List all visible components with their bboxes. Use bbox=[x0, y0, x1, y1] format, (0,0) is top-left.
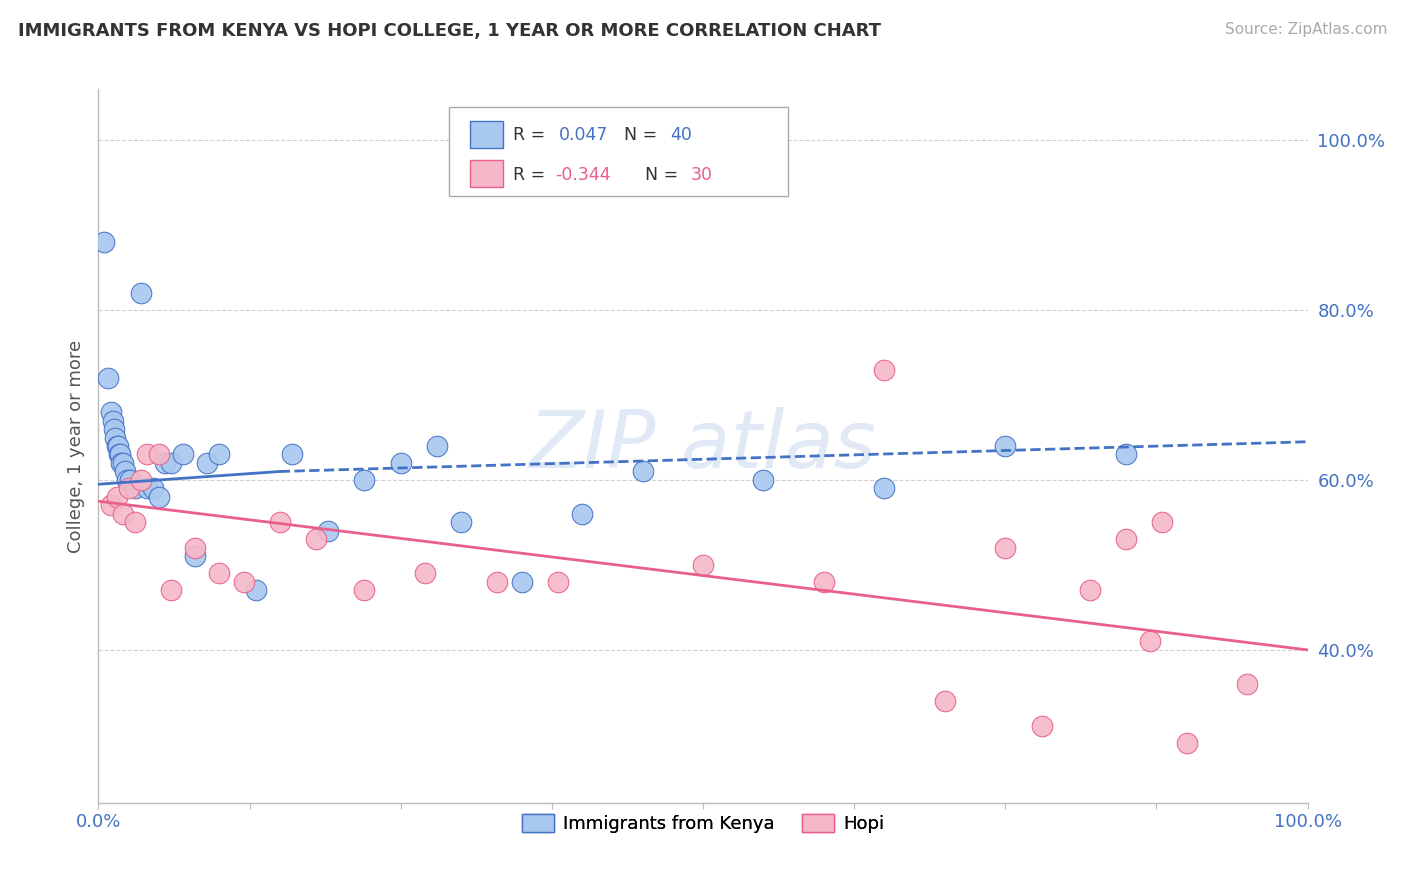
Point bbox=[353, 583, 375, 598]
Point bbox=[1031, 719, 1053, 733]
Point bbox=[153, 456, 176, 470]
Point bbox=[184, 541, 207, 555]
Point bbox=[101, 413, 124, 427]
Point bbox=[107, 439, 129, 453]
Point bbox=[873, 482, 896, 496]
Text: IMMIGRANTS FROM KENYA VS HOPI COLLEGE, 1 YEAR OR MORE CORRELATION CHART: IMMIGRANTS FROM KENYA VS HOPI COLLEGE, 1… bbox=[18, 22, 882, 40]
Point bbox=[129, 286, 152, 301]
Point bbox=[103, 422, 125, 436]
Point bbox=[148, 448, 170, 462]
Point bbox=[873, 362, 896, 376]
Point bbox=[692, 558, 714, 572]
Point bbox=[486, 574, 509, 589]
Text: R =: R = bbox=[513, 166, 551, 184]
FancyBboxPatch shape bbox=[470, 121, 503, 148]
Point bbox=[114, 465, 136, 479]
Point bbox=[124, 482, 146, 496]
Point bbox=[104, 430, 127, 444]
Point bbox=[353, 473, 375, 487]
Point bbox=[148, 490, 170, 504]
Point bbox=[426, 439, 449, 453]
Text: R =: R = bbox=[513, 127, 551, 145]
Text: 30: 30 bbox=[690, 166, 713, 184]
Point bbox=[1236, 677, 1258, 691]
Point bbox=[142, 482, 165, 496]
Point bbox=[160, 456, 183, 470]
Point bbox=[100, 499, 122, 513]
Point bbox=[994, 541, 1017, 555]
Y-axis label: College, 1 year or more: College, 1 year or more bbox=[66, 340, 84, 552]
FancyBboxPatch shape bbox=[449, 107, 787, 196]
Point bbox=[1175, 736, 1198, 750]
Point bbox=[571, 507, 593, 521]
Text: N =: N = bbox=[624, 127, 664, 145]
Point bbox=[105, 439, 128, 453]
Point bbox=[1115, 448, 1137, 462]
Point bbox=[547, 574, 569, 589]
Point bbox=[232, 574, 254, 589]
Point bbox=[100, 405, 122, 419]
Text: 40: 40 bbox=[671, 127, 692, 145]
Text: 0.047: 0.047 bbox=[560, 127, 609, 145]
Point bbox=[160, 583, 183, 598]
Point bbox=[118, 482, 141, 496]
Point bbox=[305, 533, 328, 547]
Point bbox=[105, 490, 128, 504]
Point bbox=[118, 473, 141, 487]
Point bbox=[1139, 634, 1161, 648]
Point bbox=[1115, 533, 1137, 547]
Text: -0.344: -0.344 bbox=[555, 166, 612, 184]
FancyBboxPatch shape bbox=[470, 161, 503, 187]
Point bbox=[1152, 516, 1174, 530]
Point bbox=[135, 448, 157, 462]
Point bbox=[184, 549, 207, 564]
Point bbox=[413, 566, 436, 581]
Point bbox=[631, 465, 654, 479]
Point bbox=[389, 456, 412, 470]
Point bbox=[208, 566, 231, 581]
Legend: Immigrants from Kenya, Hopi: Immigrants from Kenya, Hopi bbox=[515, 806, 891, 840]
Point bbox=[117, 473, 139, 487]
Text: ZIP atlas: ZIP atlas bbox=[529, 407, 877, 485]
Point bbox=[97, 371, 120, 385]
Point bbox=[245, 583, 267, 598]
Point bbox=[135, 482, 157, 496]
Point bbox=[172, 448, 194, 462]
Point bbox=[108, 448, 131, 462]
Point bbox=[1078, 583, 1101, 598]
Point bbox=[110, 456, 132, 470]
Point bbox=[111, 507, 134, 521]
Text: N =: N = bbox=[645, 166, 683, 184]
Point bbox=[195, 456, 218, 470]
Point bbox=[111, 456, 134, 470]
Point bbox=[994, 439, 1017, 453]
Point bbox=[752, 473, 775, 487]
Point bbox=[129, 473, 152, 487]
Point bbox=[208, 448, 231, 462]
Point bbox=[281, 448, 304, 462]
Point bbox=[316, 524, 339, 538]
Point bbox=[269, 516, 291, 530]
Point bbox=[450, 516, 472, 530]
Point bbox=[813, 574, 835, 589]
Point bbox=[108, 448, 131, 462]
Point bbox=[124, 516, 146, 530]
Point bbox=[93, 235, 115, 249]
Point bbox=[510, 574, 533, 589]
Text: Source: ZipAtlas.com: Source: ZipAtlas.com bbox=[1225, 22, 1388, 37]
Point bbox=[934, 694, 956, 708]
